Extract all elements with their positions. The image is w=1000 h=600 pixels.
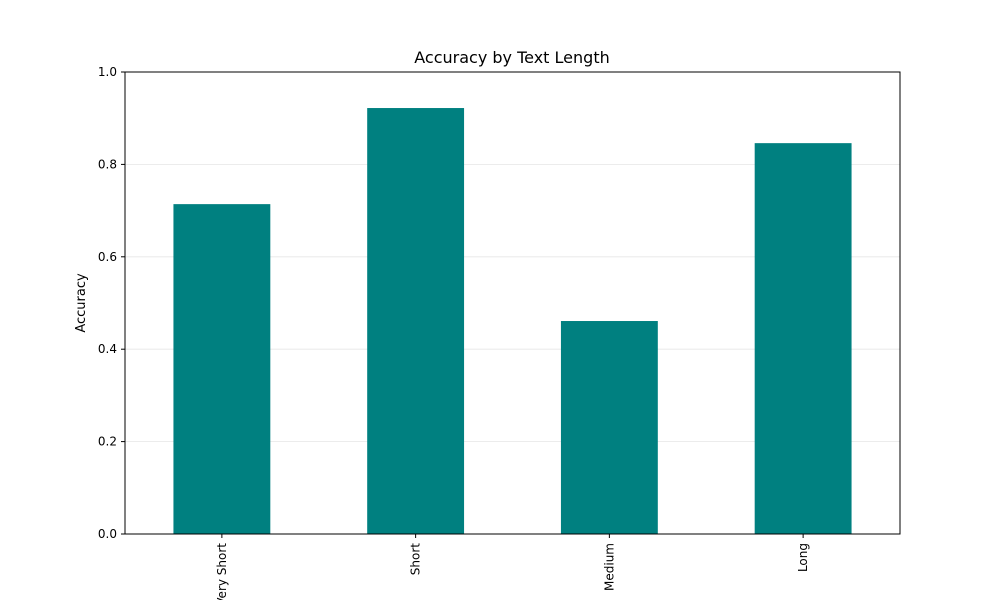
bar xyxy=(173,204,271,534)
y-tick-label: 1.0 xyxy=(98,65,117,79)
x-tick-label: Long xyxy=(796,543,810,572)
y-tick-label: 0.2 xyxy=(98,435,117,449)
bar xyxy=(754,143,852,534)
bar xyxy=(367,108,465,534)
y-tick-label: 0.4 xyxy=(98,342,117,356)
bar-layer xyxy=(173,108,852,534)
x-tick-label: Medium xyxy=(602,543,616,591)
y-axis: 0.0 0.2 0.4 0.6 0.8 1.0 xyxy=(98,65,125,541)
y-tick-label: 0.6 xyxy=(98,250,117,264)
x-tick-label: Very Short xyxy=(215,543,229,600)
y-tick-label: 0.8 xyxy=(98,157,117,171)
chart-title: Accuracy by Text Length xyxy=(414,48,609,67)
x-axis: Very Short Short Medium Long xyxy=(215,534,810,600)
bar xyxy=(560,321,658,534)
x-tick-label: Short xyxy=(409,543,423,575)
y-tick-label: 0.0 xyxy=(98,527,117,541)
plot-frame xyxy=(124,71,901,535)
y-axis-label: Accuracy xyxy=(74,273,89,333)
